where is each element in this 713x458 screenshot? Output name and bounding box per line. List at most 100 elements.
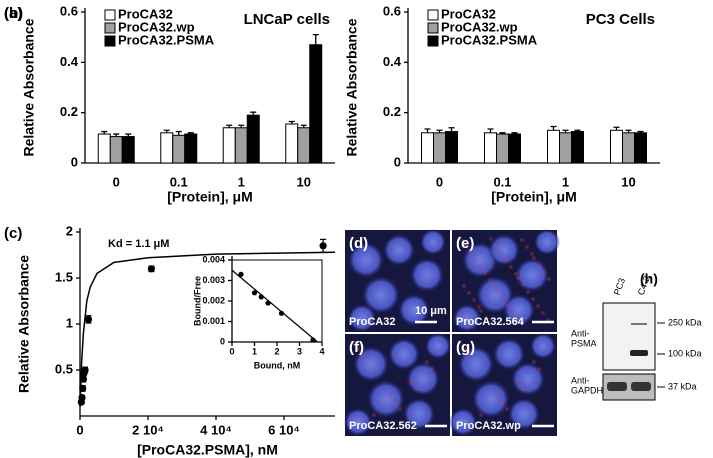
y-axis-label: Relative Absorbance: [21, 18, 37, 156]
bar: [634, 132, 647, 164]
y-tick-label: 0.5: [55, 361, 73, 376]
stain: [505, 407, 509, 411]
error-bar: [448, 127, 455, 132]
y-tick-label: 0: [71, 154, 78, 169]
y-tick-label: 1.5: [55, 269, 73, 284]
chart-title: LNCaP cells: [244, 11, 330, 28]
stain: [493, 285, 497, 289]
x-axis-label: [ProCA32.PSMA], nM: [137, 442, 278, 458]
blot-label: (h): [640, 271, 658, 287]
band-gapdh-1: [607, 382, 627, 391]
stain: [500, 400, 504, 404]
x-tick-label: 0: [76, 422, 83, 437]
x-axis-label: Bound, nM: [254, 360, 301, 370]
x-tick-label: 2: [274, 346, 279, 356]
stain: [372, 413, 376, 417]
bar: [246, 114, 260, 164]
band-100: [630, 350, 648, 356]
cell: [383, 234, 415, 266]
error-bar: [637, 130, 644, 133]
bar: [297, 127, 311, 164]
cell: [388, 338, 420, 370]
error-bar: [113, 133, 120, 137]
x-tick-label: 0: [436, 174, 443, 189]
legend-swatch: [427, 9, 439, 21]
x-axis-label: [Protein], μM: [491, 189, 577, 205]
panel-label: (b): [4, 5, 23, 22]
cell: [348, 304, 376, 332]
legend-swatch: [104, 9, 116, 21]
bar: [109, 136, 123, 164]
bar: [421, 132, 434, 164]
stain: [393, 400, 397, 404]
y-tick-label: 0.4: [383, 54, 402, 69]
stain: [351, 340, 355, 344]
stain: [509, 265, 513, 269]
inset-frame: [231, 259, 323, 343]
data-point: [258, 294, 264, 300]
stain: [388, 393, 392, 397]
x-tick-label: 0: [113, 174, 120, 189]
y-tick-label: 0.4: [60, 54, 79, 69]
cell: [534, 229, 560, 255]
legend-label: ProCA32.wp: [118, 19, 195, 34]
stain: [495, 393, 499, 397]
cell: [398, 294, 430, 326]
stain: [521, 387, 525, 391]
error-bar: [499, 132, 506, 135]
bar: [222, 127, 236, 164]
scale-bar-label: 10 μm: [415, 305, 447, 317]
stain: [510, 310, 514, 314]
stain: [532, 256, 536, 260]
x-tick-label: 1: [562, 174, 569, 189]
cell: [453, 304, 481, 332]
panel-label: (e): [456, 235, 474, 252]
stain: [361, 354, 365, 358]
stain: [504, 258, 508, 262]
legend-label: ProCA32.PSMA: [118, 32, 215, 47]
cell: [488, 234, 520, 266]
panel-label: (g): [456, 339, 475, 356]
stain: [489, 237, 493, 241]
x-axis-label: [Protein], μM: [167, 189, 253, 205]
stain: [473, 257, 477, 261]
cell: [362, 276, 400, 314]
row-label: Anti-: [571, 375, 590, 385]
fit-line: [79, 251, 336, 407]
stain: [530, 252, 534, 256]
bar: [622, 132, 635, 164]
y-tick-label: 0.004: [202, 254, 225, 264]
marker-label: 250 kDa: [668, 317, 702, 327]
error-bar: [226, 124, 233, 128]
stain: [515, 317, 519, 321]
y-tick-label: 2: [66, 223, 73, 238]
stain: [531, 297, 535, 301]
bar: [571, 131, 584, 164]
data-point: [310, 337, 316, 343]
annotation: Kd = 1.1 μM: [108, 238, 169, 250]
x-tick-label: 0.1: [170, 174, 188, 189]
band-gapdh-2: [631, 382, 651, 391]
cell: [515, 258, 549, 292]
cell: [511, 362, 545, 396]
stain: [495, 289, 499, 293]
band-250: [631, 323, 647, 325]
error-bar: [288, 120, 295, 124]
stain: [526, 290, 530, 294]
row-label: GAPDH: [571, 385, 603, 395]
bar: [610, 129, 623, 164]
bar: [547, 129, 560, 164]
error-bar: [613, 126, 620, 131]
blot-upper: [602, 302, 656, 371]
bar: [184, 133, 198, 164]
error-bar: [250, 111, 257, 116]
stain: [479, 309, 483, 313]
stain: [542, 270, 546, 274]
y-tick-label: 0.2: [60, 104, 78, 119]
legend-swatch: [427, 35, 439, 47]
y-tick-label: 0: [394, 154, 401, 169]
stain: [468, 354, 472, 358]
bar: [559, 132, 572, 164]
x-tick-label: 3: [297, 346, 302, 356]
